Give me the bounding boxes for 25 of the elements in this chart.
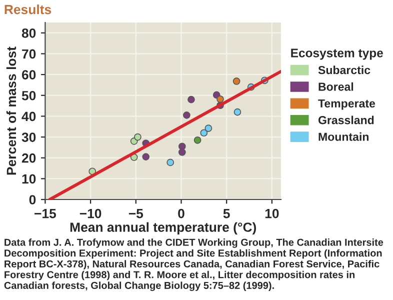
y-tick-label: 70 — [22, 49, 36, 59]
chart-title: Results — [4, 4, 52, 14]
legend-label: Grassland — [318, 116, 374, 124]
y-tick-label: 30 — [22, 132, 36, 142]
y-tick-label: 60 — [22, 70, 36, 80]
legend-label: Subarctic — [318, 66, 370, 74]
text: Data from J. A. Trofymow and the CIDET Working Group, The Canadian Intersite Decomposition Experiment: Project and Site Establishment Report (Information Report BC-X-378), Natural Resources Canada, Canadian Forest Service, Pacific Forestry Centre (1998) and T. R. Moore et al., Litter decomposition rates in Canadian forests, Global Change Biology 5:75–82 (1999). — [4, 238, 384, 291]
y-tick-label: 20 — [22, 153, 36, 163]
x-tick-label: 10 — [265, 208, 279, 218]
x-tick-label: 5 — [223, 209, 230, 218]
y-tick-label: 0 — [29, 195, 36, 204]
legend-label: Temperate — [318, 99, 376, 110]
x-tick-label: −15 — [34, 209, 56, 218]
y-axis-title: Percent of mass lost — [6, 46, 16, 175]
x-tick-label: −10 — [80, 208, 102, 218]
x-tick-label: 0 — [178, 208, 184, 218]
legend-title: Ecosystem type — [291, 48, 383, 60]
legend-label: Mountain — [318, 132, 368, 141]
y-tick-label: 40 — [22, 112, 36, 122]
x-tick-label: −5 — [128, 209, 144, 218]
legend-label: Boreal — [318, 82, 354, 91]
x-axis-title: Mean annual temperature (°C) — [70, 222, 256, 235]
y-tick-label: 10 — [22, 174, 36, 184]
y-tick-label: 50 — [22, 90, 36, 100]
y-tick-label: 80 — [22, 28, 36, 38]
